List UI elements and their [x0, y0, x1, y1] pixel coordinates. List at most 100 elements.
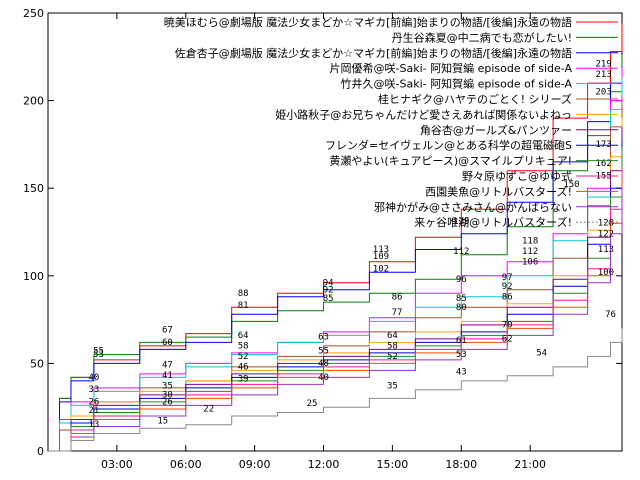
- y-tick-label: 200: [23, 95, 44, 108]
- value-label: 30: [162, 390, 173, 400]
- legend-label-8: フレンダ=セイヴェルン@とある科学の超電磁砲S: [325, 138, 572, 152]
- value-label: 40: [318, 373, 329, 383]
- y-tick-label: 0: [37, 445, 44, 458]
- value-label: 47: [162, 361, 173, 371]
- value-label: 58: [387, 341, 398, 351]
- x-tick-label: 03:00: [101, 458, 133, 471]
- series-lines: [48, 23, 623, 452]
- value-label: 46: [238, 362, 249, 372]
- value-label: 150: [563, 180, 579, 190]
- value-label: 53: [93, 350, 104, 360]
- value-label: 81: [238, 301, 249, 311]
- value-label: 92: [323, 285, 334, 295]
- value-label: 85: [456, 294, 467, 304]
- value-label: 40: [88, 373, 99, 383]
- value-label: 112: [522, 247, 538, 257]
- value-label: 113: [598, 245, 614, 255]
- value-label: 162: [595, 159, 611, 169]
- value-label: 61: [456, 336, 467, 346]
- value-label: 97: [502, 273, 513, 283]
- x-axis: 03:00 06:00 09:00 12:00 15:00 18:00 21:00: [101, 13, 546, 471]
- value-label: 70: [502, 320, 513, 330]
- legend-label-9: 黄瀬やよい(キュアピース)@スマイルプリキュア!: [329, 154, 572, 168]
- value-label: 213: [595, 70, 611, 80]
- value-label: 77: [392, 308, 403, 318]
- series-line-6: [48, 118, 623, 452]
- value-label: 41: [162, 371, 173, 381]
- value-label: 128: [598, 219, 614, 229]
- value-label: 48: [318, 359, 329, 369]
- value-label: 43: [456, 368, 467, 378]
- value-label: 64: [238, 331, 249, 341]
- value-label: 13: [88, 420, 99, 430]
- value-label: 118: [522, 236, 538, 246]
- value-label: 88: [238, 289, 249, 299]
- value-label: 53: [456, 350, 467, 360]
- value-label: 122: [598, 229, 614, 239]
- value-label: 52: [387, 352, 398, 362]
- value-label: 35: [387, 382, 398, 392]
- value-label: 33: [88, 385, 99, 395]
- legend-label-4: 竹井久@咲-Saki- 阿知賀編 episode of side-A: [341, 77, 573, 91]
- x-tick-label: 12:00: [308, 458, 340, 471]
- value-label: 100: [598, 268, 614, 278]
- legend-label-6: 姫小路秋子@お兄ちゃんだけど愛さえあれば関係ないよねっ: [275, 107, 572, 121]
- y-tick-label: 150: [23, 182, 44, 195]
- value-label: 85: [323, 294, 334, 304]
- value-label: 26: [162, 397, 173, 407]
- y-tick-label: 250: [23, 7, 44, 20]
- y-tick-label: 50: [30, 357, 44, 370]
- value-label: 39: [238, 375, 249, 385]
- value-label: 109: [373, 252, 389, 262]
- series-line-13: [48, 328, 623, 452]
- value-label: 96: [456, 275, 467, 285]
- value-label: 52: [238, 352, 249, 362]
- value-label: 55: [318, 347, 329, 357]
- value-label: 62: [502, 334, 513, 344]
- value-label: 86: [392, 292, 403, 302]
- x-tick-label: 21:00: [514, 458, 546, 471]
- value-label: 94: [323, 278, 334, 288]
- value-label: 219: [595, 59, 611, 69]
- value-label: 113: [373, 245, 389, 255]
- value-label: 80: [456, 303, 467, 313]
- value-label: 129: [453, 217, 469, 227]
- legend-label-3: 片岡優希@咲-Saki- 阿知賀編 episode of side-A: [330, 61, 573, 75]
- x-tick-label: 15:00: [377, 458, 409, 471]
- value-label: 76: [605, 310, 616, 320]
- value-label: 60: [162, 338, 173, 348]
- value-label: 86: [502, 292, 513, 302]
- value-label: 21: [88, 406, 99, 416]
- legend-label-12: 邪神かがみ@ささみさん@がんばらない: [374, 200, 572, 214]
- series-line-12: [48, 188, 623, 452]
- y-tick-label: 100: [23, 270, 44, 283]
- value-label: 102: [373, 264, 389, 274]
- x-tick-label: 06:00: [170, 458, 202, 471]
- legend-label-1: 丹生谷森夏@中二病でも恋がしたい!: [392, 30, 572, 44]
- value-label: 58: [238, 341, 249, 351]
- value-label: 63: [318, 333, 329, 343]
- value-label: 25: [307, 399, 318, 409]
- legend-label-7: 角谷杏@ガールズ&パンツァー: [420, 123, 572, 137]
- series-line-2: [48, 65, 623, 452]
- value-label: 54: [536, 348, 547, 358]
- value-label: 55: [93, 347, 104, 357]
- value-label: 35: [162, 382, 173, 392]
- value-label: 64: [387, 331, 398, 341]
- legend-label-2: 佐倉杏子@劇場版 魔法少女まどか☆マギカ[前編]始まりの物語/[後編]永遠の物語: [175, 46, 572, 60]
- legend-label-0: 暁美ほむら@劇場版 魔法少女まどか☆マギカ[前編]始まりの物語/[後編]永遠の物…: [164, 15, 572, 29]
- legend-label-13: 来ヶ谷唯湖@リトルバスターズ!: [414, 215, 572, 229]
- value-label: 112: [453, 247, 469, 257]
- value-label: 67: [162, 326, 173, 336]
- value-label: 92: [502, 282, 513, 292]
- value-label: 106: [522, 257, 538, 267]
- value-label: 22: [203, 404, 214, 414]
- value-label: 203: [595, 87, 611, 97]
- legend-label-5: 桂ヒナギク@ハヤテのごとく! シリーズ: [378, 92, 572, 106]
- x-tick-label: 09:00: [239, 458, 271, 471]
- legend-label-10: 野々原ゆずこ@ゆゆ式: [462, 170, 572, 183]
- legend-label-11: 西園美魚@リトルバスターズ!: [425, 184, 572, 198]
- value-label: 26: [88, 397, 99, 407]
- x-tick-label: 18:00: [445, 458, 477, 471]
